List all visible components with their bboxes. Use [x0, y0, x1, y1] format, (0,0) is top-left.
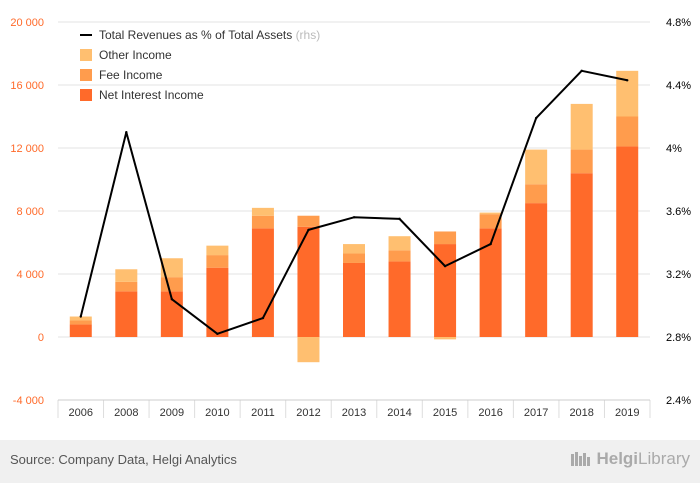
- bar-segment: [434, 244, 457, 337]
- bar-segment: [616, 70, 639, 117]
- x-tick-label: 2014: [387, 407, 411, 419]
- bar-segment: [251, 228, 274, 337]
- legend-label: Fee Income: [99, 68, 163, 82]
- x-tick-label: 2015: [433, 407, 457, 419]
- revenue-ratio-line: [79, 69, 629, 336]
- bar-segment: [616, 146, 639, 337]
- line-point: [261, 316, 265, 320]
- bar-segment: [570, 103, 593, 150]
- line-point: [125, 131, 128, 134]
- bar-segment: [160, 258, 183, 278]
- legend-swatch: [80, 69, 92, 81]
- bar-segment: [570, 149, 593, 174]
- bar-segment: [160, 277, 183, 292]
- right-tick-label: 3.6%: [666, 206, 691, 218]
- x-tick-label: 2017: [524, 407, 548, 419]
- bar-segment: [434, 231, 457, 245]
- left-tick-label: 0: [38, 332, 44, 344]
- bar-segment: [251, 207, 274, 216]
- logo-bold: Helgi: [596, 449, 639, 468]
- right-tick-label: 4.8%: [666, 17, 691, 29]
- x-tick-label: 2019: [615, 407, 639, 419]
- x-axis: 2006 2008 2009 2010 2011 2012 2013 2014 2015 2016…: [57, 399, 651, 419]
- right-tick-label: 2.8%: [666, 332, 691, 344]
- source-text: Source: Company Data, Helgi Analytics: [10, 452, 237, 467]
- bar-segment: [570, 173, 593, 337]
- line-point: [443, 264, 447, 268]
- bar-segment: [343, 244, 365, 254]
- bar-segment: [616, 116, 639, 147]
- bar-segment: [343, 262, 365, 337]
- left-tick-label: 20 000: [10, 17, 44, 29]
- legend-label: Other Income: [99, 48, 172, 62]
- bar-segment: [206, 245, 229, 256]
- right-tick-label: 2.4%: [666, 395, 691, 407]
- bar-segment: [297, 226, 320, 337]
- left-tick-label: 12 000: [10, 143, 44, 155]
- legend-label: Net Interest Income: [99, 88, 204, 102]
- bar-segment: [434, 337, 457, 340]
- line-point: [170, 298, 174, 301]
- legend-swatch: [80, 89, 92, 101]
- left-tick-label: 16 000: [10, 80, 44, 92]
- helgi-library-logo: HelgiLibrary: [570, 449, 690, 469]
- bar-segment: [297, 337, 320, 363]
- x-tick-label: 2013: [342, 407, 366, 419]
- bookshelf-icon: [571, 452, 591, 466]
- right-axis: 2.4% 2.8% 3.2% 3.6% 4% 4.4% 4.8%: [666, 17, 691, 407]
- line-point: [216, 332, 219, 336]
- x-tick-label: 2011: [251, 407, 275, 419]
- footer: Source: Company Data, Helgi Analytics He…: [0, 440, 700, 483]
- bar-segment: [115, 269, 138, 282]
- bar-segment: [388, 250, 411, 262]
- bar-segment: [69, 316, 92, 321]
- bar-segment: [206, 255, 229, 268]
- line-point: [307, 228, 310, 232]
- bar-segment: [115, 281, 138, 292]
- bar-segment: [206, 267, 229, 337]
- bar-segment: [388, 236, 411, 251]
- bar-segment: [251, 215, 274, 229]
- bar-segment: [525, 203, 548, 337]
- x-tick-label: 2012: [296, 407, 320, 419]
- right-tick-label: 3.2%: [666, 269, 691, 281]
- bar-segment: [343, 253, 365, 263]
- x-tick-label: 2008: [114, 407, 138, 419]
- line-point: [398, 217, 401, 221]
- bar-segment: [69, 324, 92, 337]
- x-tick-label: 2006: [69, 407, 93, 419]
- legend-swatch: [80, 49, 92, 61]
- bar-segment: [388, 261, 411, 337]
- bar-segment: [297, 215, 320, 227]
- left-tick-label: -4 000: [13, 395, 44, 407]
- line-point: [352, 216, 356, 219]
- logo-thin: Library: [638, 449, 690, 468]
- x-tick-label: 2009: [160, 407, 184, 419]
- line-point: [534, 116, 538, 120]
- bar-segment: [115, 291, 138, 337]
- legend-rhs-suffix: (rhs): [296, 28, 321, 42]
- bar-segment: [479, 212, 502, 215]
- left-tick-label: 4 000: [16, 269, 44, 281]
- line-point: [79, 315, 82, 318]
- x-tick-label: 2010: [205, 407, 229, 419]
- x-tick-label: 2016: [478, 407, 502, 419]
- x-tick-label: 2018: [569, 407, 593, 419]
- legend: Total Revenues as % of Total Assets (rhs…: [80, 28, 320, 102]
- bar-segment: [525, 184, 548, 204]
- legend-label: Total Revenues as % of Total Assets (rhs…: [99, 28, 320, 42]
- bar-segment: [479, 214, 502, 229]
- bar-segment: [479, 228, 502, 337]
- bar-segment: [69, 320, 92, 325]
- line-point: [626, 79, 629, 82]
- right-tick-label: 4%: [666, 143, 682, 155]
- line-point: [489, 242, 492, 246]
- bar-segment: [525, 149, 548, 185]
- left-tick-label: 8 000: [16, 206, 44, 218]
- left-axis: -4 000 0 4 000 8 000 12 000 16 000 20 000: [10, 17, 44, 407]
- line-point: [580, 69, 583, 73]
- right-tick-label: 4.4%: [666, 80, 691, 92]
